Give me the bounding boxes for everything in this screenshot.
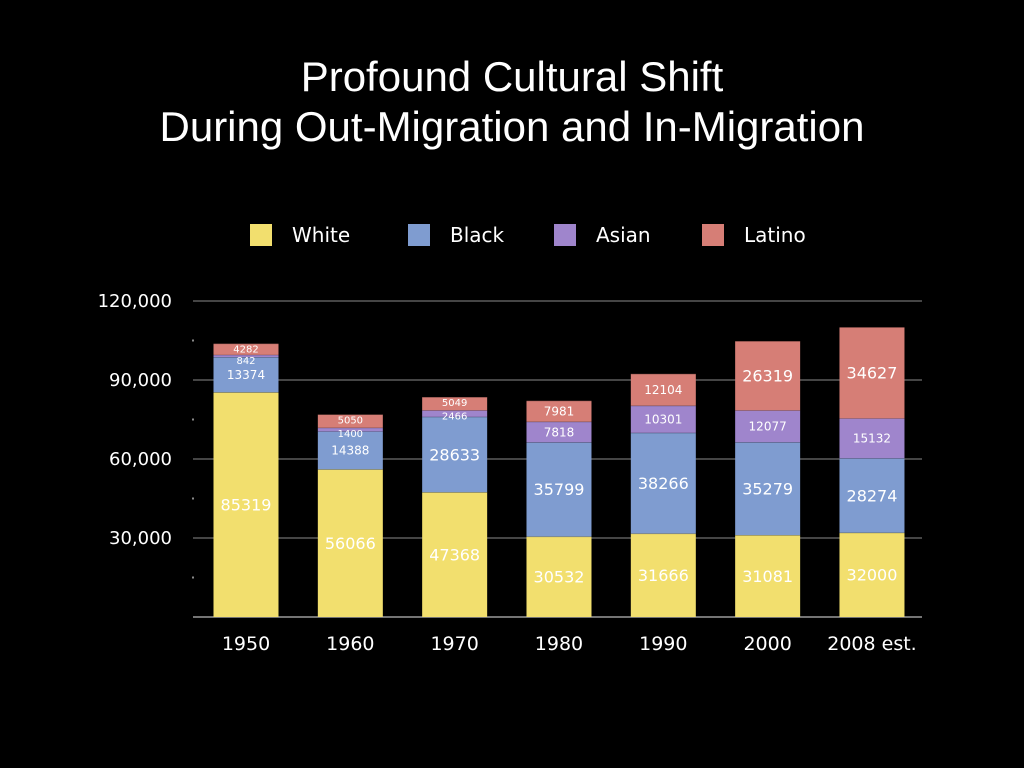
data-label-black-1970: 28633 (429, 445, 480, 464)
data-label-asian-1970: 2466 (442, 411, 467, 422)
bar-asian-1970[interactable] (422, 410, 488, 417)
data-label-black-2008est: 28274 (847, 486, 898, 505)
bar-white-1970[interactable] (422, 492, 488, 617)
data-label-white-1950: 85319 (221, 495, 272, 514)
data-label-latino-1980: 7981 (544, 405, 575, 419)
legend-swatch-white[interactable] (250, 224, 272, 246)
legend-label-latino: Latino (744, 223, 806, 247)
x-tick-label-1950: 1950 (222, 633, 270, 655)
data-label-asian-1960: 1400 (338, 429, 363, 440)
bar-black-1950[interactable] (213, 357, 279, 393)
bar-latino-1950[interactable] (213, 343, 279, 355)
data-label-latino-1950: 4282 (233, 345, 258, 356)
bar-black-2000[interactable] (735, 442, 801, 536)
data-label-white-1960: 56066 (325, 534, 376, 553)
bar-black-1960[interactable] (317, 431, 383, 470)
bar-latino-2000[interactable] (735, 341, 801, 411)
minor-tick (192, 576, 194, 579)
bar-asian-2000[interactable] (735, 410, 801, 443)
chart-title-line-2: During Out-Migration and In-Migration (159, 103, 865, 150)
bar-white-1960[interactable] (317, 469, 383, 617)
legend-swatch-black[interactable] (408, 224, 430, 246)
x-tick-label-1980: 1980 (535, 633, 583, 655)
bar-black-1990[interactable] (630, 432, 696, 534)
legend-swatch-asian[interactable] (554, 224, 576, 246)
bar-latino-1990[interactable] (630, 373, 696, 406)
minor-tick (192, 418, 194, 421)
data-label-black-1960: 14388 (331, 444, 369, 458)
data-label-asian-1950: 842 (236, 356, 255, 367)
data-label-black-2000: 35279 (742, 479, 793, 498)
data-label-white-1980: 30532 (534, 568, 585, 587)
bar-asian-1990[interactable] (630, 405, 696, 433)
data-label-black-1990: 38266 (638, 474, 689, 493)
y-tick-label-90000: 90,000 (109, 370, 172, 391)
data-label-asian-2008est: 15132 (853, 432, 891, 446)
x-tick-label-2000: 2000 (743, 633, 791, 655)
data-label-asian-1980: 7818 (544, 425, 575, 439)
bar-latino-1980[interactable] (526, 400, 592, 422)
x-tick-label-1970: 1970 (430, 633, 478, 655)
data-label-latino-1970: 5049 (442, 398, 467, 409)
legend-label-asian: Asian (596, 223, 651, 247)
data-label-white-1990: 31666 (638, 566, 689, 585)
bar-latino-1960[interactable] (317, 414, 383, 428)
bar-white-1980[interactable] (526, 536, 592, 617)
bar-black-2008est[interactable] (839, 458, 905, 533)
legend-label-white: White (292, 223, 350, 247)
bar-latino-2008est[interactable] (839, 327, 905, 419)
data-label-white-1970: 47368 (429, 545, 480, 564)
chart-title-line-1: Profound Cultural Shift (300, 53, 724, 100)
bar-latino-1970[interactable] (422, 397, 488, 411)
bar-asian-2008est[interactable] (839, 418, 905, 459)
bar-white-1950[interactable] (213, 392, 279, 617)
bar-asian-1950[interactable] (213, 354, 279, 358)
data-label-latino-1990: 12104 (644, 383, 682, 397)
bar-asian-1960[interactable] (317, 427, 383, 432)
bar-black-1980[interactable] (526, 442, 592, 537)
data-label-latino-2000: 26319 (742, 367, 793, 386)
chart-title: Profound Cultural Shift During Out-Migra… (0, 52, 1024, 152)
legend-swatch-latino[interactable] (702, 224, 724, 246)
data-label-white-2000: 31081 (742, 567, 793, 586)
data-label-latino-2008est: 34627 (847, 364, 898, 383)
data-label-black-1950: 13374 (227, 368, 265, 382)
x-tick-label-1960: 1960 (326, 633, 374, 655)
data-label-white-2008est: 32000 (847, 566, 898, 585)
y-tick-label-30000: 30,000 (109, 528, 172, 549)
minor-tick (192, 339, 194, 342)
x-tick-label-2008est: 2008 est. (827, 633, 916, 655)
data-label-asian-2000: 12077 (749, 420, 787, 434)
data-label-black-1980: 35799 (534, 480, 585, 499)
y-tick-label-120000: 120,000 (98, 291, 172, 312)
bar-black-1970[interactable] (422, 416, 488, 493)
bar-asian-1980[interactable] (526, 421, 592, 443)
x-tick-label-1990: 1990 (639, 633, 687, 655)
y-tick-label-60000: 60,000 (109, 449, 172, 470)
bar-white-1990[interactable] (630, 533, 696, 617)
legend-label-black: Black (450, 223, 505, 247)
minor-tick (192, 497, 194, 500)
bar-white-2008est[interactable] (839, 532, 905, 617)
bar-white-2000[interactable] (735, 535, 801, 617)
data-label-latino-1960: 5050 (338, 415, 363, 426)
data-label-asian-1990: 10301 (644, 413, 682, 427)
